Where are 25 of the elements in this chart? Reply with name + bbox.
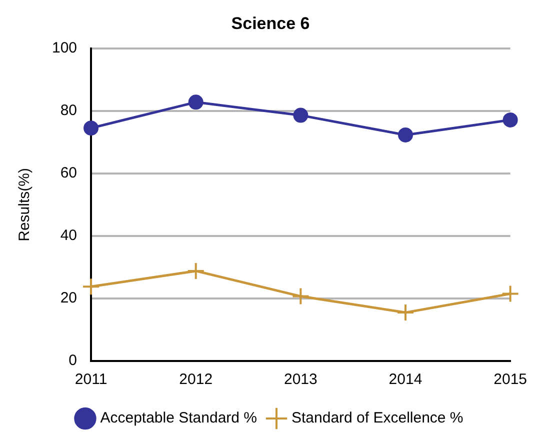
x-tick-label: 2011 (74, 371, 108, 388)
point (292, 287, 310, 306)
legend-label: Standard of Excellence % (292, 410, 464, 427)
y-tick-label: 60 (60, 164, 78, 182)
point (398, 127, 413, 142)
x-tick-label: 2013 (284, 371, 318, 388)
y-axis-title: Results(%) (16, 168, 34, 242)
x-tick-label: 2015 (494, 371, 528, 388)
point (84, 120, 99, 136)
x-tick-label: 2012 (179, 371, 213, 388)
point (186, 262, 205, 280)
point (293, 108, 308, 123)
y-tick-label: 0 (68, 352, 78, 370)
legend-label: Acceptable Standard % (100, 410, 258, 427)
y-tick-label: 80 (60, 102, 78, 120)
x-tick-label: 2014 (388, 371, 422, 388)
point (82, 278, 100, 296)
y-tick-label: 20 (60, 290, 78, 307)
point (188, 94, 204, 110)
point (501, 284, 520, 303)
chart-title: Science 6 (231, 14, 310, 33)
y-tick-label: 100 (52, 40, 78, 57)
y-tick-label: 40 (60, 227, 78, 244)
point (502, 112, 518, 128)
point (396, 304, 414, 322)
